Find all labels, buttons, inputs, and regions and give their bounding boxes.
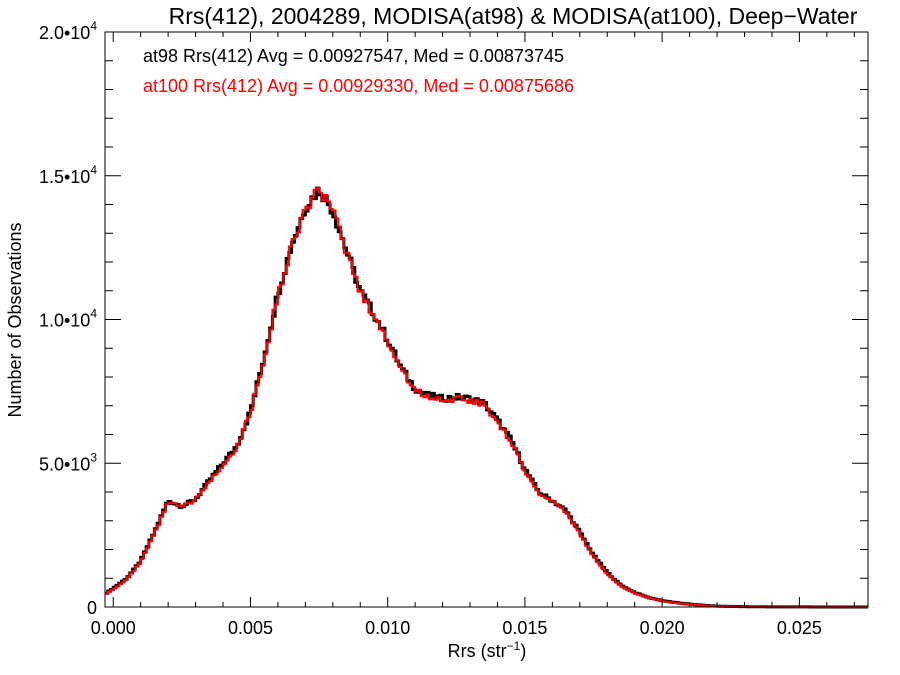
x-tick-label: 0.000 bbox=[91, 618, 136, 638]
x-tick-label: 0.010 bbox=[365, 618, 410, 638]
annotation-1: at98 Rrs(412) Avg = 0.00927547, Med = 0.… bbox=[143, 46, 564, 66]
y-tick-label: 5.0•103 bbox=[39, 450, 97, 474]
histogram-series-2 bbox=[105, 187, 868, 608]
y-tick-label: 0 bbox=[87, 598, 97, 618]
x-tick-label: 0.020 bbox=[640, 618, 685, 638]
x-axis-label: Rrs (str−1) bbox=[448, 639, 527, 661]
annotation-2: at100 Rrs(412) Avg = 0.00929330, Med = 0… bbox=[143, 76, 574, 96]
x-axis-label-sup: −1 bbox=[507, 639, 521, 653]
x-tick-label: 0.025 bbox=[777, 618, 822, 638]
y-tick-label: 2.0•104 bbox=[39, 19, 97, 43]
annotations: at98 Rrs(412) Avg = 0.00927547, Med = 0.… bbox=[143, 46, 574, 96]
y-tick-label: 1.5•104 bbox=[39, 163, 97, 187]
plot-series bbox=[105, 186, 868, 609]
x-tick-label: 0.015 bbox=[502, 618, 547, 638]
chart-title: Rrs(412), 2004289, MODISA(at98) & MODISA… bbox=[169, 3, 858, 29]
y-tick-label: 1.0•104 bbox=[39, 307, 97, 331]
x-tick-label: 0.005 bbox=[228, 618, 273, 638]
plot-frame bbox=[104, 31, 869, 608]
histogram-series-1 bbox=[105, 186, 868, 609]
y-axis-label: Number of Observations bbox=[5, 222, 25, 417]
axis-ticks: 0.000 0.005 0.010 0.015 0.020 0.025 0 5.0•103 1.… bbox=[39, 19, 868, 638]
